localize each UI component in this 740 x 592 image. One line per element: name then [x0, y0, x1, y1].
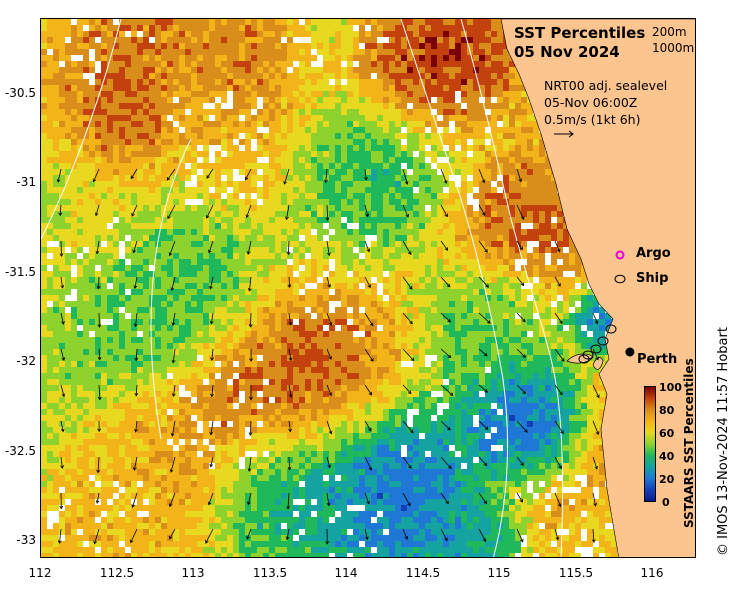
colorbar-tick: 100 [659, 381, 682, 394]
colorbar-tick: 80 [659, 404, 675, 417]
colorbar [644, 386, 656, 502]
lon-tick-label: 115 [487, 566, 511, 580]
colorbar-tick: 0 [662, 496, 670, 509]
rottnest-island [566, 353, 594, 364]
contour-key-200m: 200m [652, 25, 687, 39]
current-time: 05-Nov 06:00Z [544, 95, 638, 110]
lon-tick-label: 114 [334, 566, 358, 580]
black-circle-outline-icon [614, 274, 626, 284]
current-scale: 0.5m/s (1kt 6h) [544, 112, 641, 127]
current-source: NRT00 adj. sealevel [544, 78, 668, 93]
map-title: SST Percentiles [514, 24, 646, 42]
scale-arrow-icon [554, 130, 574, 138]
lon-tick-label: 114.5 [405, 566, 441, 580]
current-vectors [56, 168, 600, 545]
legend-ship-label: Ship [636, 271, 669, 286]
sst-percentile-map [41, 19, 695, 557]
lat-tick-label: -32 [16, 354, 36, 368]
lat-tick-label: -31 [16, 175, 36, 189]
lat-tick-label: -31.5 [4, 265, 36, 279]
colorbar-tick: 40 [659, 450, 675, 463]
garden-island [592, 357, 604, 370]
lon-tick-label: 112.5 [99, 566, 135, 580]
map-plot-area [40, 18, 696, 558]
magenta-circle-icon [615, 250, 625, 260]
lon-tick-label: 116 [640, 566, 664, 580]
lat-tick-label: -30.5 [4, 86, 36, 100]
perth-label: Perth [637, 352, 678, 367]
contour-key-1000m: 1000m [652, 41, 695, 55]
map-date: 05 Nov 2024 [514, 43, 620, 61]
colorbar-gradient [645, 387, 655, 501]
colorbar-label: SSTAARS SST Percentiles [682, 358, 696, 528]
ship-track [578, 324, 617, 364]
lat-tick-label: -33 [16, 533, 36, 547]
legend-argo-label: Argo [636, 246, 671, 261]
perth-marker [625, 347, 635, 357]
lon-tick-label: 112 [28, 566, 52, 580]
lat-tick-label: -32.5 [4, 444, 36, 458]
lon-tick-label: 115.5 [558, 566, 594, 580]
colorbar-tick: 60 [659, 427, 675, 440]
sst-field-layer [41, 19, 623, 557]
copyright-notice: © IMOS 13-Nov-2024 11:57 Hobart [716, 327, 731, 556]
colorbar-tick: 20 [659, 473, 675, 486]
lon-tick-label: 113 [181, 566, 205, 580]
bathymetry-contours [41, 19, 564, 557]
lon-tick-label: 113.5 [252, 566, 288, 580]
